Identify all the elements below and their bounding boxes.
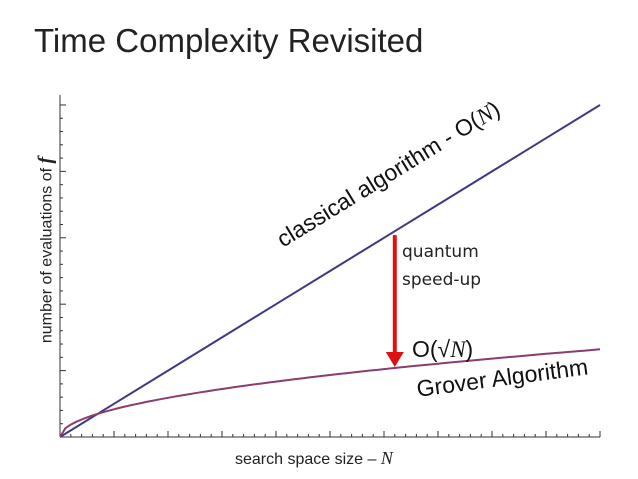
series-lines <box>59 104 601 438</box>
slide-title: Time Complexity Revisited <box>34 22 424 59</box>
x-axis-label: search space size – N <box>235 448 393 468</box>
series-line-classical <box>59 104 601 438</box>
quantum-speedup-note: quantum speed-up <box>402 242 482 290</box>
arrow-head <box>385 351 404 367</box>
y-axis-label: number of evaluations of f <box>34 156 57 344</box>
speedup-arrow <box>385 235 404 367</box>
grover-complexity-label: O(√N) <box>412 336 474 362</box>
series-line-grover <box>59 348 601 438</box>
